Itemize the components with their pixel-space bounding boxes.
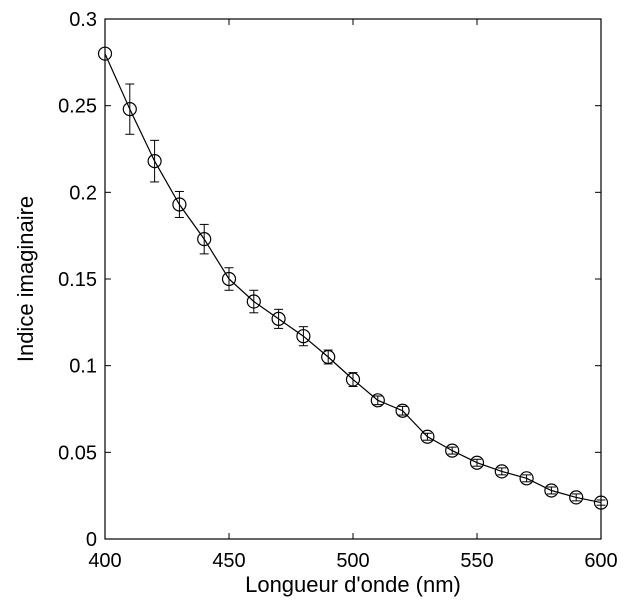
x-axis-label: Longueur d'onde (nm) [245,572,461,597]
x-tick-label: 450 [212,550,245,572]
y-tick-label: 0.2 [69,182,97,204]
plot-area [105,19,601,539]
y-tick-label: 0.1 [69,356,97,378]
y-tick-label: 0.3 [69,9,97,31]
x-tick-label: 400 [88,550,121,572]
x-tick-label: 600 [584,550,617,572]
x-tick-label: 500 [336,550,369,572]
x-tick-label: 550 [460,550,493,572]
y-tick-label: 0.05 [58,442,97,464]
y-tick-label: 0.25 [58,96,97,118]
y-tick-label: 0.15 [58,269,97,291]
y-tick-label: 0 [86,529,97,551]
y-axis-label: Indice imaginaire [13,196,38,362]
